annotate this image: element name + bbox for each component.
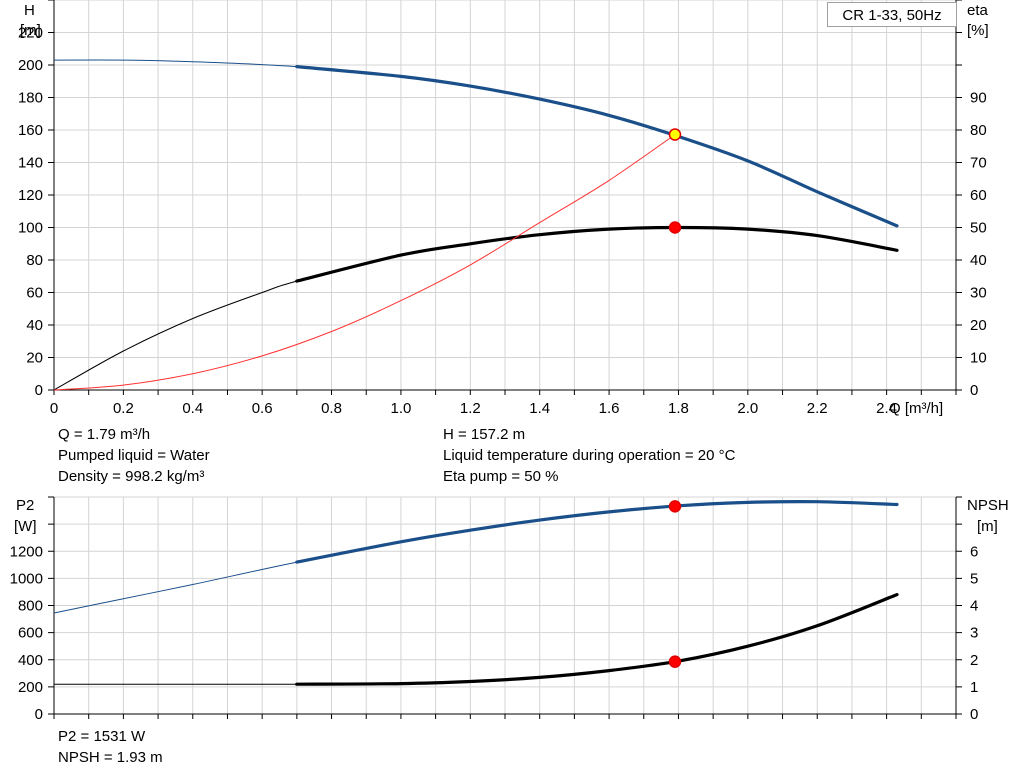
- y-left-tick-label: 220: [18, 25, 43, 42]
- x-tick-label: 0.4: [182, 400, 203, 417]
- y-right-axis-unit: [m]: [977, 518, 998, 535]
- y-left-tick-label: 40: [26, 317, 43, 334]
- x-tick-label: 1.0: [390, 400, 411, 417]
- x-tick-label: 0: [50, 400, 58, 417]
- info-bottom-panel: P2 = 1531 W NPSH = 1.93 m: [58, 726, 163, 768]
- y-right-tick-label: 30: [970, 285, 987, 302]
- y-left-tick-label: 60: [26, 285, 43, 302]
- x-tick-label: 0.8: [321, 400, 342, 417]
- y-right-tick-label: 6: [970, 543, 978, 560]
- eta-pump-readout: Eta pump = 50 %: [443, 468, 559, 485]
- x-tick-label: 1.8: [668, 400, 689, 417]
- power-curve: [295, 499, 899, 564]
- y-left-tick-label: 200: [18, 57, 43, 74]
- y-left-axis-title: P2: [16, 497, 34, 514]
- info-left-panel: Q = 1.79 m³/h Pumped liquid = Water Dens…: [58, 424, 210, 487]
- y-right-tick-label: 4: [970, 598, 978, 615]
- y-left-tick-label: 400: [18, 652, 43, 669]
- head-curve-thin: [53, 59, 898, 227]
- x-tick-label: 1.2: [460, 400, 481, 417]
- y-left-axis-unit: [m]: [20, 22, 41, 39]
- x-tick-label: 1.6: [599, 400, 620, 417]
- y-right-tick-label: 3: [970, 625, 978, 642]
- info-right-panel: H = 157.2 m Liquid temperature during op…: [443, 424, 735, 487]
- npsh-readout: NPSH = 1.93 m: [58, 749, 163, 766]
- y-right-axis-title: NPSH: [967, 497, 1009, 514]
- x-tick-label: 2.4: [876, 400, 897, 417]
- power-readout: P2 = 1531 W: [58, 728, 146, 745]
- y-left-axis-unit: [W]: [14, 518, 37, 535]
- duty-point-marker: [668, 500, 682, 513]
- y-right-tick-label: 10: [970, 350, 987, 367]
- duty-point-marker: [668, 655, 682, 668]
- power-curve-thin: [53, 501, 898, 614]
- y-left-tick-label: 20: [26, 350, 43, 367]
- head-curve: [295, 65, 899, 228]
- x-tick-label: 0.6: [252, 400, 273, 417]
- y-right-axis-unit: [%]: [967, 22, 989, 39]
- y-right-tick-label: 80: [970, 122, 987, 139]
- density-readout: Density = 998.2 kg/m³: [58, 468, 205, 485]
- y-right-tick-label: 60: [970, 187, 987, 204]
- efficiency-curve-thin: [53, 226, 898, 391]
- y-left-tick-label: 140: [18, 155, 43, 172]
- y-left-tick-label: 1000: [10, 570, 43, 587]
- y-left-tick-label: 120: [18, 187, 43, 204]
- y-right-tick-label: 40: [970, 252, 987, 269]
- npsh-curve: [295, 593, 899, 686]
- y-left-tick-label: 100: [18, 220, 43, 237]
- x-axis-title: Q [m³/h]: [889, 400, 943, 417]
- y-right-tick-label: 20: [970, 317, 987, 334]
- y-left-tick-label: 160: [18, 122, 43, 139]
- y-right-tick-label: 70: [970, 155, 987, 172]
- flow-readout: Q = 1.79 m³/h: [58, 426, 151, 443]
- y-right-tick-label: 50: [970, 220, 987, 237]
- duty-point-marker: [668, 221, 682, 234]
- x-tick-label: 0.2: [113, 400, 134, 417]
- y-left-tick-label: 800: [18, 598, 43, 615]
- liquid-temperature-readout: Liquid temperature during operation = 20…: [443, 447, 736, 464]
- y-left-tick-label: 600: [18, 625, 43, 642]
- head-efficiency-chart: 0 20 40 60 80 100 120 140 160 180 200 220 0 10 20 30 40 5…: [18, 0, 989, 417]
- x-tick-label: 2.0: [737, 400, 758, 417]
- duty-point-marker: [668, 128, 682, 141]
- y-right-tick-label: 0: [970, 382, 978, 399]
- y-right-tick-label: 0: [970, 706, 978, 723]
- pump-model-label: CR 1-33, 50Hz: [827, 2, 957, 27]
- y-right-axis-title: eta: [967, 2, 989, 19]
- y-left-axis-title: H: [24, 2, 35, 19]
- y-left-tick-label: 0: [35, 706, 43, 723]
- y-left-tick-label: 0: [35, 382, 43, 399]
- y-right-tick-label: 1: [970, 679, 978, 696]
- y-left-tick-label: 1200: [10, 543, 43, 560]
- y-right-tick-label: 2: [970, 652, 978, 669]
- head-readout: H = 157.2 m: [443, 426, 526, 443]
- y-left-tick-label: 80: [26, 252, 43, 269]
- system-curve-curve: [53, 134, 676, 391]
- y-left-tick-label: 180: [18, 90, 43, 107]
- power-npsh-chart: 0 200 400 600 800 1000 1200 0 1 2 3 4 5 6 P2 [W] NPSH [m]: [10, 496, 1009, 723]
- y-right-tick-label: 90: [970, 90, 987, 107]
- y-right-tick-label: 5: [970, 570, 978, 587]
- x-tick-label: 1.4: [529, 400, 550, 417]
- x-tick-label: 2.2: [807, 400, 828, 417]
- efficiency-curve: [295, 225, 899, 283]
- y-left-tick-label: 200: [18, 679, 43, 696]
- pumped-liquid-readout: Pumped liquid = Water: [58, 447, 210, 464]
